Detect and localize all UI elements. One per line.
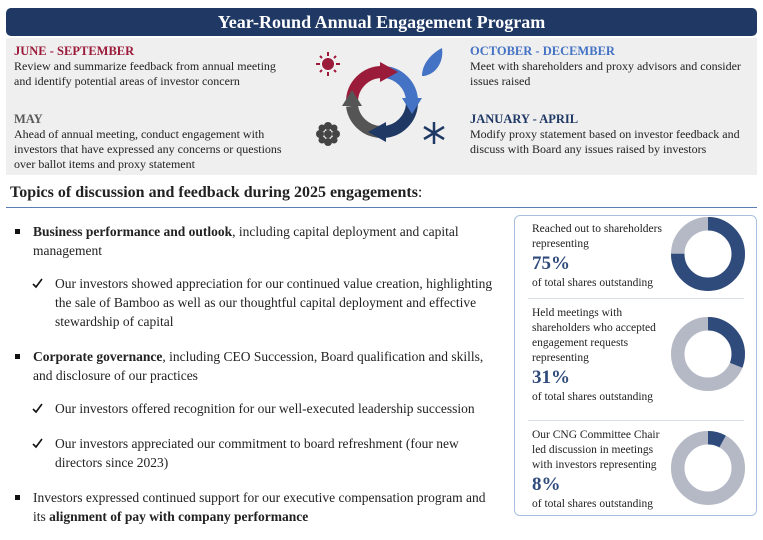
topics-heading: Topics of discussion and feedback during…: [10, 184, 422, 202]
donut-arc: [671, 317, 745, 391]
stat-block: Our CNG Committee Chair led discussion i…: [532, 428, 672, 512]
donut-hole-edge: [684, 330, 732, 378]
donut-layer: [671, 217, 745, 505]
cycle-panel: [6, 38, 757, 175]
sub-bullet-text: Our investors showed appreciation for ou…: [55, 276, 493, 329]
check: [32, 278, 43, 289]
season-label: OCTOBER - DECEMBER: [470, 44, 615, 58]
heading-text: Topics of discussion and feedback during…: [10, 184, 418, 201]
season-label: JANUARY - APRIL: [470, 112, 579, 126]
bullet-list: Business performance and outlook, includ…: [14, 222, 494, 540]
bullet: Corporate governance, including CEO Succ…: [14, 347, 494, 385]
sub-bullet-text: Our investors appreciated our commitment…: [55, 436, 459, 470]
bullet-text: Corporate governance: [33, 349, 163, 364]
bullet: Investors expressed continued support fo…: [14, 488, 494, 526]
page: Year-Round Annual Engagement Program JUN…: [6, 8, 757, 524]
heading-suffix: :: [417, 184, 423, 201]
bullet: Business performance and outlook, includ…: [14, 222, 494, 260]
donut-hole-edge: [684, 230, 732, 278]
check-icon: [32, 278, 43, 289]
stats-panel: [514, 215, 757, 516]
sub-bullet: Our investors offered recognition for ou…: [14, 399, 494, 418]
separator: [528, 420, 744, 421]
donut-hole-edge: [684, 444, 732, 492]
season-text: Review and summarize feedback from annua…: [14, 59, 276, 88]
bullet-text: Business performance and outlook: [33, 224, 233, 239]
check: [32, 438, 43, 449]
check: [32, 403, 43, 414]
season-text: Ahead of annual meeting, conduct engagem…: [14, 127, 282, 171]
donut-arc: [671, 431, 745, 505]
stat-lead: Held meetings with shareholders who acce…: [532, 307, 656, 364]
stat-block: Reached out to shareholders representing…: [532, 222, 672, 291]
stat-lead: Reached out to shareholders representing: [532, 223, 662, 250]
donut-track: [671, 431, 745, 505]
cycle-icon: [316, 48, 445, 146]
header-title: Year-Round Annual Engagement Program: [6, 8, 757, 36]
stat-value: 8%: [532, 474, 561, 495]
season-block: JANUARY - APRIL Modify proxy statement ba…: [470, 112, 750, 157]
season-block: MAY Ahead of annual meeting, conduct enga…: [14, 112, 294, 172]
stat-tail: of total shares outstanding: [532, 277, 654, 289]
season-block: JUNE - SEPTEMBER Review and summarize fee…: [14, 44, 294, 89]
stat-lead: Our CNG Committee Chair led discussion i…: [532, 429, 660, 471]
separator: [528, 298, 744, 299]
bullet-text: , including CEO Succession, Board qualif…: [33, 349, 484, 383]
season-label: JUNE - SEPTEMBER: [14, 44, 135, 58]
season-label: MAY: [14, 112, 43, 126]
stat-value: 75%: [532, 253, 570, 274]
stat-tail: of total shares outstanding: [532, 391, 654, 403]
sub-bullet-text: Our investors offered recognition for ou…: [55, 401, 475, 416]
stat-value: 31%: [532, 367, 570, 388]
bullet-text: , including capital deployment and capit…: [33, 224, 459, 258]
sub-bullet: Our investors appreciated our commitment…: [14, 434, 494, 472]
check-icon: [32, 403, 43, 414]
donut-arc: [671, 217, 745, 291]
season-block: OCTOBER - DECEMBER Meet with shareholders…: [470, 44, 750, 89]
bullet-text: Investors expressed continued support fo…: [33, 490, 486, 524]
season-text: Meet with shareholders and proxy advisor…: [470, 59, 741, 88]
check-icon: [32, 438, 43, 449]
bullet-text: alignment of pay with company performanc…: [49, 509, 309, 524]
stat-block: Held meetings with shareholders who acce…: [532, 306, 672, 405]
sub-bullet: Our investors showed appreciation for ou…: [14, 274, 494, 331]
divider: [6, 207, 757, 208]
season-text: Modify proxy statement based on investor…: [470, 127, 740, 156]
stat-tail: of total shares outstanding: [532, 498, 654, 510]
